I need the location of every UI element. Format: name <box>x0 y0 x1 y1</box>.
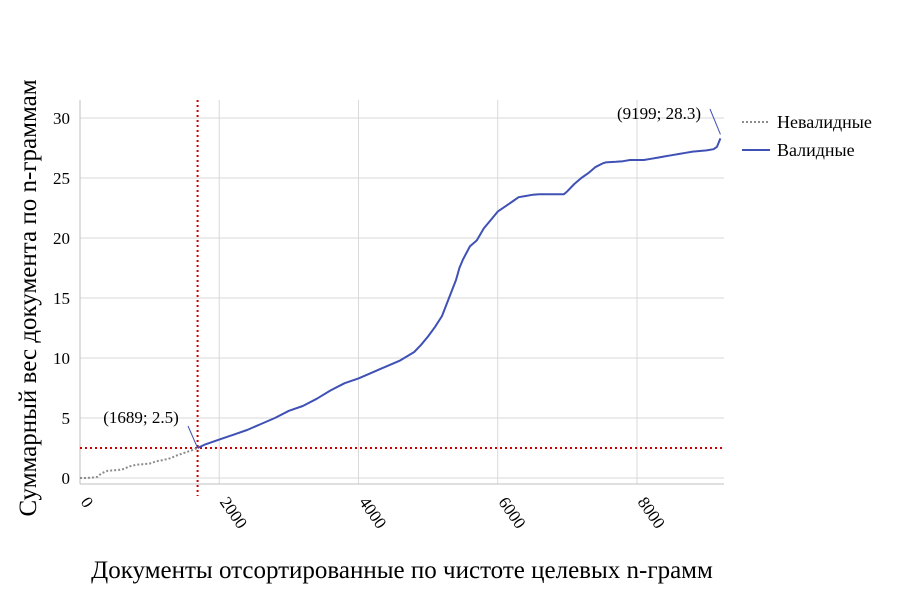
y-tick-label-5: 5 <box>62 409 71 428</box>
annotation-leader-9199 <box>709 108 721 135</box>
reference-lines <box>80 100 724 496</box>
y-tick-label-0: 0 <box>62 469 71 488</box>
x-tick-label-0: 0 <box>77 493 97 511</box>
annotation-leader-1689 <box>187 425 199 449</box>
annotation-label-9199: (9199; 28.3) <box>617 104 701 123</box>
x-tick-label-8000: 8000 <box>634 493 669 532</box>
x-tick-labels: 0 2000 4000 6000 8000 <box>77 493 669 532</box>
x-axis-title: Документы отсортированные по чистоте цел… <box>91 557 713 584</box>
axes <box>79 100 724 485</box>
y-tick-label-10: 10 <box>53 349 70 368</box>
legend-label-invalid: Невалидные <box>777 112 872 132</box>
series-line-invalid <box>80 447 198 479</box>
x-tick-label-4000: 4000 <box>355 493 390 532</box>
legend: Невалидные Валидные <box>742 112 872 160</box>
legend-label-valid: Валидные <box>777 140 855 160</box>
y-tick-label-30: 30 <box>53 109 70 128</box>
annotation-label-1689: (1689; 2.5) <box>103 408 179 427</box>
series-line-valid <box>197 138 722 449</box>
gridlines <box>80 100 724 484</box>
y-tick-label-20: 20 <box>53 229 70 248</box>
annotations: (1689; 2.5) (9199; 28.3) <box>103 104 721 449</box>
series-lines <box>80 138 722 479</box>
y-tick-label-25: 25 <box>53 169 70 188</box>
x-tick-label-6000: 6000 <box>494 493 529 532</box>
y-tick-label-15: 15 <box>53 289 70 308</box>
x-tick-label-2000: 2000 <box>216 493 251 532</box>
y-tick-labels: 0 5 10 15 20 25 30 <box>53 109 70 488</box>
y-axis-title: Суммарный вес документа по n-граммам <box>15 79 42 516</box>
